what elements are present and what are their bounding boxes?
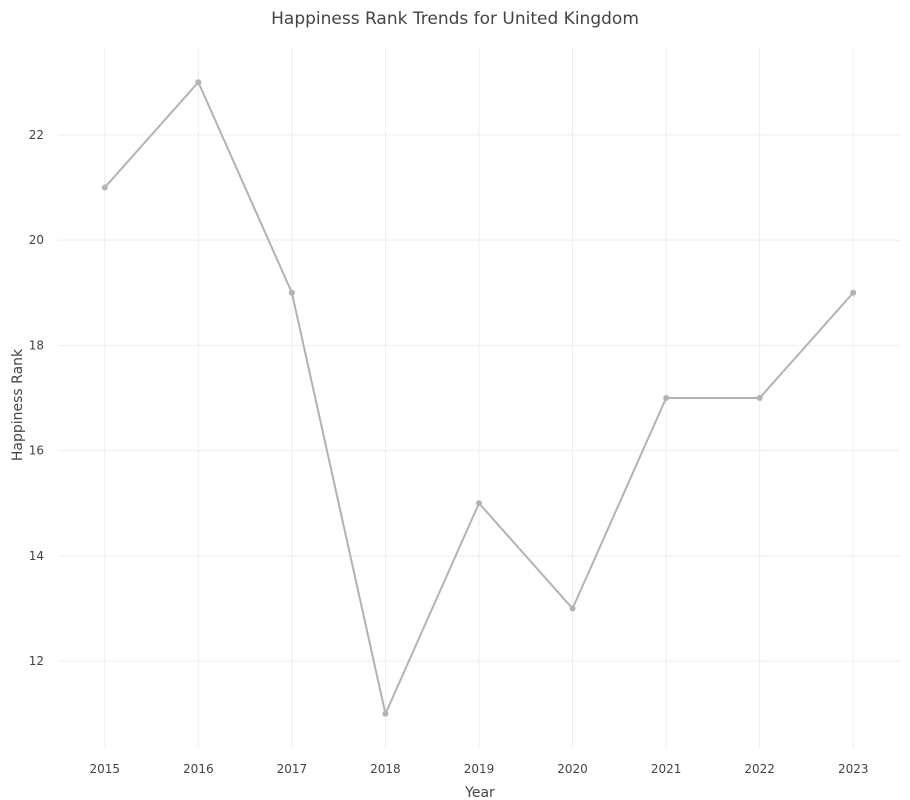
data-point[interactable] [850, 289, 857, 296]
data-point[interactable] [663, 395, 670, 401]
x-tick-label: 2019 [464, 762, 495, 776]
x-tick-label: 2020 [557, 762, 588, 776]
x-tick-label: 2016 [183, 762, 214, 776]
y-axis-title: Happiness Rank [10, 348, 26, 461]
x-tick-label: 2018 [370, 762, 401, 776]
data-point[interactable] [101, 184, 108, 191]
y-tick-label: 22 [29, 128, 44, 142]
y-tick-label: 20 [29, 233, 44, 247]
x-tick-label: 2022 [744, 762, 775, 776]
x-axis-title: Year [464, 785, 495, 800]
grid [58, 48, 900, 748]
data-point[interactable] [195, 79, 202, 86]
x-tick-label: 2015 [90, 762, 121, 776]
data-point[interactable] [756, 395, 763, 401]
y-tick-label: 12 [29, 654, 44, 668]
series-area [101, 79, 857, 717]
data-point[interactable] [476, 500, 482, 507]
y-axis-ticks: 12 14 16 18 20 22 [29, 128, 44, 668]
data-point[interactable] [288, 289, 295, 296]
chart-title: Happiness Rank Trends for United Kingdom [271, 9, 639, 29]
y-tick-label: 18 [29, 338, 44, 352]
x-tick-label: 2023 [838, 762, 869, 776]
x-tick-label: 2021 [651, 762, 682, 776]
y-tick-label: 14 [29, 549, 44, 563]
x-tick-label: 2017 [277, 762, 308, 776]
data-point[interactable] [569, 605, 576, 612]
x-axis-ticks: 2015 2016 2017 2018 2019 2020 2021 2022 2023 [90, 762, 869, 776]
y-tick-label: 16 [29, 444, 44, 458]
data-point[interactable] [382, 710, 389, 717]
